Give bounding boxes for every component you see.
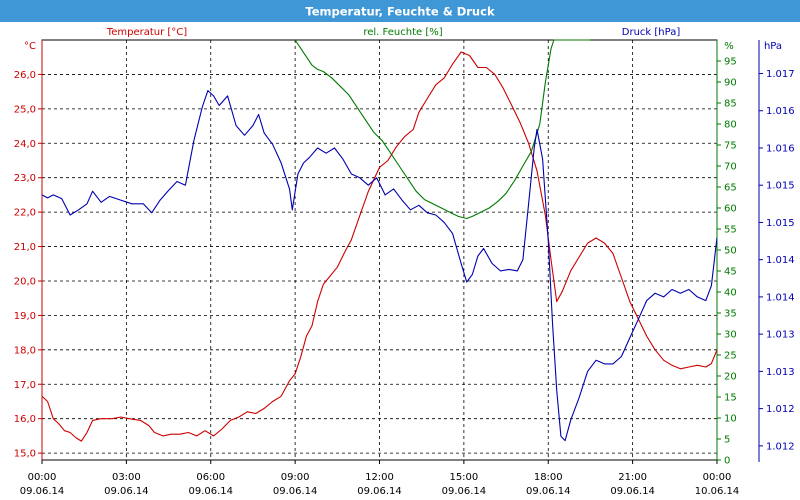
pressure-tick-label: 1.014 (766, 292, 795, 303)
x-tick-date-label: 09.06.14 (273, 486, 318, 497)
x-tick-date-label: 09.06.14 (188, 486, 233, 497)
title-bar (0, 0, 800, 22)
x-tick-time-label: 00:00 (703, 472, 732, 483)
axis-ticks: 00:00 09.06.14 03:00 09.06.14 06:00 09.06.14 0… (14, 57, 795, 498)
humidity-tick-label: 45 (724, 267, 737, 278)
temperature-tick-label: 26,0 (14, 70, 36, 81)
x-tick-date-label: 09.06.14 (357, 486, 402, 497)
grid (42, 40, 717, 460)
pressure-tick-label: 1.015 (766, 218, 795, 229)
humidity-tick-label: 35 (724, 309, 737, 320)
humidity-tick-label: 75 (724, 141, 737, 152)
pressure-tick-label: 1.012 (766, 441, 795, 452)
temperature-tick-label: 18,0 (14, 345, 36, 356)
humidity-tick-label: 65 (724, 183, 737, 194)
pressure-tick-label: 1.013 (766, 330, 795, 341)
humidity-tick-label: 90 (724, 78, 737, 89)
pressure-tick-label: 1.013 (766, 367, 795, 378)
temperature-axis-label: Temperatur [°C] (106, 27, 187, 38)
temperature-tick-label: 24,0 (14, 139, 36, 150)
pressure-tick-label: 1.015 (766, 181, 795, 192)
humidity-tick-label: 30 (724, 330, 737, 341)
pressure-tick-label: 1.016 (766, 106, 795, 117)
humidity-tick-label: 25 (724, 351, 737, 362)
pressure-axis-label: Druck [hPa] (622, 27, 681, 38)
humidity-axis-label: rel. Feuchte [%] (363, 27, 442, 38)
temperature-tick-label: 23,0 (14, 173, 36, 184)
temperature-tick-label: 17,0 (14, 380, 36, 391)
pressure-tick-label: 1.017 (766, 69, 795, 80)
x-tick-time-label: 03:00 (112, 472, 141, 483)
x-tick-date-label: 09.06.14 (20, 486, 65, 497)
x-tick-time-label: 06:00 (196, 472, 225, 483)
humidity-tick-label: 20 (724, 372, 737, 383)
x-tick-time-label: 09:00 (281, 472, 310, 483)
humidity-tick-label: 95 (724, 57, 737, 68)
pressure-unit: hPa (764, 41, 782, 52)
x-tick-date-label: 10.06.14 (695, 486, 740, 497)
humidity-tick-label: 15 (724, 393, 737, 404)
x-tick-time-label: 00:00 (28, 472, 57, 483)
x-tick-time-label: 15:00 (449, 472, 478, 483)
temperature-series-line (42, 51, 717, 442)
humidity-tick-label: 40 (724, 288, 737, 299)
humidity-tick-label: 50 (724, 246, 737, 257)
temperature-tick-label: 25,0 (14, 104, 36, 115)
x-tick-time-label: 21:00 (618, 472, 647, 483)
pressure-tick-label: 1.014 (766, 255, 795, 266)
humidity-unit: % (724, 41, 734, 52)
x-tick-time-label: 12:00 (365, 472, 394, 483)
humidity-tick-label: 5 (724, 435, 730, 446)
chart-title: Temperatur, Feuchte & Druck (305, 5, 495, 19)
pressure-series-line (42, 90, 717, 442)
temperature-tick-label: 21,0 (14, 242, 36, 253)
series-layer (42, 39, 717, 442)
temperature-unit: °C (24, 41, 36, 52)
humidity-tick-label: 60 (724, 204, 737, 215)
x-tick-date-label: 09.06.14 (442, 486, 487, 497)
temperature-tick-label: 15,0 (14, 449, 36, 460)
pressure-tick-label: 1.016 (766, 143, 795, 154)
x-tick-date-label: 09.06.14 (526, 486, 571, 497)
humidity-tick-label: 0 (724, 456, 730, 467)
humidity-series-line (294, 39, 591, 220)
humidity-tick-label: 55 (724, 225, 737, 236)
humidity-tick-label: 85 (724, 99, 737, 110)
humidity-tick-label: 80 (724, 120, 737, 131)
temperature-tick-label: 20,0 (14, 276, 36, 287)
humidity-tick-label: 10 (724, 414, 737, 425)
pressure-tick-label: 1.012 (766, 404, 795, 415)
x-tick-date-label: 09.06.14 (610, 486, 655, 497)
temperature-tick-label: 16,0 (14, 414, 36, 425)
x-tick-date-label: 09.06.14 (104, 486, 149, 497)
x-tick-time-label: 18:00 (534, 472, 563, 483)
humidity-tick-label: 70 (724, 162, 737, 173)
temperature-tick-label: 22,0 (14, 208, 36, 219)
temperature-tick-label: 19,0 (14, 311, 36, 322)
